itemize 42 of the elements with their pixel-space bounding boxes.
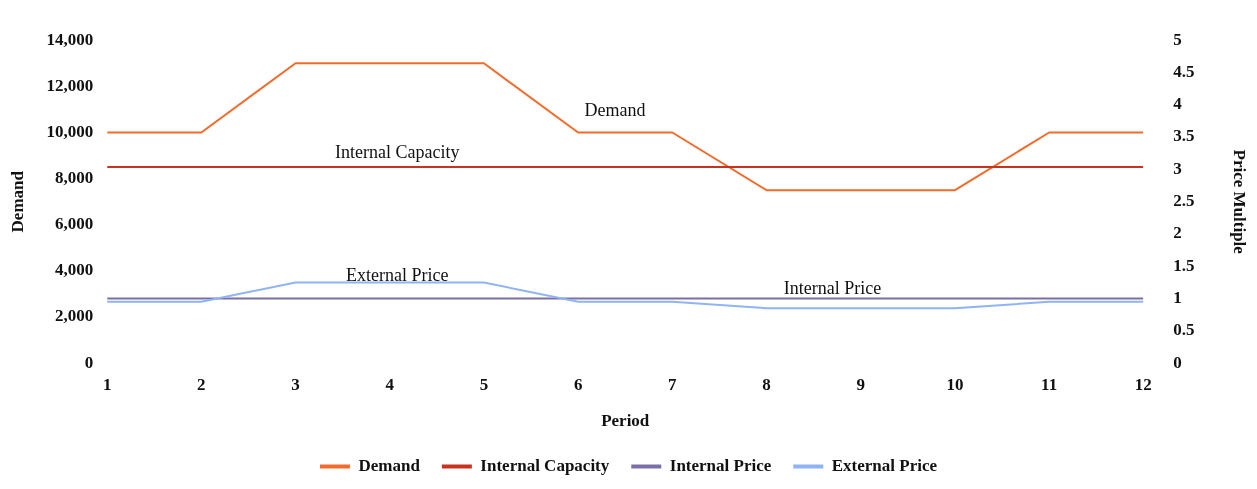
x-tick-label: 2 [197, 374, 206, 394]
legend-label: Internal Price [669, 455, 772, 475]
legend-label: External Price [831, 455, 938, 475]
annotation: External Price [346, 264, 449, 285]
y-tick-label: 8,000 [54, 168, 94, 188]
y2-tick-label: 3 [1173, 158, 1182, 178]
y2-tick-label: 1 [1173, 287, 1182, 307]
annotation: Internal Price [783, 277, 882, 298]
y2-tick-label: 2 [1173, 223, 1182, 243]
x-tick-label: 8 [762, 374, 771, 394]
x-tick-label: 4 [385, 374, 395, 394]
y-tick-label: 10,000 [46, 121, 94, 141]
x-tick-label: 11 [1041, 374, 1058, 394]
y-tick-label: 14,000 [46, 29, 94, 49]
x-tick-label: 3 [291, 374, 300, 394]
legend-label: Demand [358, 455, 421, 475]
y-tick-label: 0 [84, 352, 94, 372]
legend-label: Internal Capacity [480, 455, 610, 475]
x-tick-label: 10 [946, 374, 964, 394]
y-tick-label: 12,000 [46, 75, 94, 95]
y-tick-label: 4,000 [54, 260, 94, 280]
y2-tick-label: 1.5 [1173, 255, 1195, 275]
x-tick-label: 12 [1134, 374, 1152, 394]
x-tick-label: 5 [479, 374, 489, 394]
y2-tick-label: 3.5 [1173, 126, 1195, 146]
x-axis-title: Period [601, 411, 650, 431]
y2-tick-label: 5 [1173, 29, 1182, 49]
y2-tick-label: 4 [1173, 94, 1183, 114]
y2-tick-label: 0.5 [1173, 320, 1195, 340]
y-tick-label: 2,000 [54, 306, 94, 326]
annotation: Demand [584, 99, 646, 120]
x-tick-label: 6 [573, 374, 583, 394]
annotation: Internal Capacity [335, 141, 460, 162]
y-tick-label: 6,000 [54, 214, 94, 234]
y2-tick-label: 4.5 [1173, 61, 1195, 81]
x-tick-label: 7 [668, 374, 678, 394]
y2-tick-label: 2.5 [1173, 191, 1195, 211]
x-tick-label: 1 [102, 374, 112, 394]
y2-axis-title: Price Multiple [1230, 149, 1250, 255]
x-tick-label: 9 [856, 374, 865, 394]
y-axis-title: Demand [7, 170, 27, 233]
y2-tick-label: 0 [1173, 352, 1182, 372]
